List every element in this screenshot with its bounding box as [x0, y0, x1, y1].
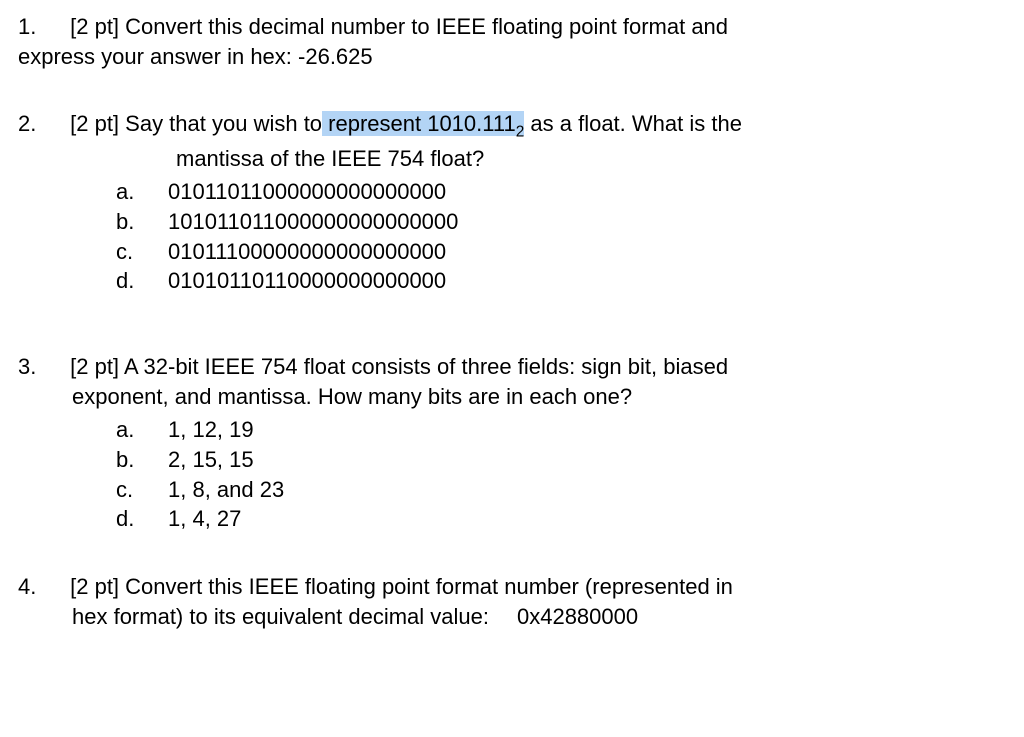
option-letter: d. [116, 504, 168, 534]
q2-highlight-text: represent 1010.111 [322, 111, 516, 136]
q3-line2: exponent, and mantissa. How many bits ar… [18, 382, 1006, 412]
option-letter: c. [116, 237, 168, 267]
question-4: 4. [2 pt] Convert this IEEE floating poi… [18, 572, 1006, 631]
q2-subscript: 2 [516, 124, 525, 141]
option-text: 1, 8, and 23 [168, 477, 284, 502]
option-text: 1, 4, 27 [168, 506, 241, 531]
q2-line2: mantissa of the IEEE 754 float? [18, 144, 1006, 174]
q2-option-d: d.01010110110000000000000 [18, 266, 1006, 296]
q2-line1: 2. [2 pt] Say that you wish to represent… [18, 109, 1006, 143]
q4-number: 4. [18, 572, 64, 602]
q1-line1: 1. [2 pt] Convert this decimal number to… [18, 12, 1006, 42]
option-letter: b. [116, 207, 168, 237]
option-text: 01011100000000000000000 [168, 239, 446, 264]
q3-options: a.1, 12, 19 b.2, 15, 15 c.1, 8, and 23 d… [18, 415, 1006, 534]
option-text: 101011011000000000000000 [168, 209, 458, 234]
option-letter: a. [116, 177, 168, 207]
q3-number: 3. [18, 352, 64, 382]
q2-options: a.01011011000000000000000 b.101011011000… [18, 177, 1006, 296]
q3-points: [2 pt] [70, 354, 119, 379]
q4-points: [2 pt] [70, 574, 119, 599]
q3-line1: 3. [2 pt] A 32-bit IEEE 754 float consis… [18, 352, 1006, 382]
option-text: 01010110110000000000000 [168, 268, 446, 293]
option-letter: a. [116, 415, 168, 445]
q3-option-d: d.1, 4, 27 [18, 504, 1006, 534]
q3-option-a: a.1, 12, 19 [18, 415, 1006, 445]
question-1: 1. [2 pt] Convert this decimal number to… [18, 12, 1006, 71]
q2-highlight[interactable]: represent 1010.1112 [322, 111, 524, 136]
q2-post: as a float. What is the [524, 111, 742, 136]
q3-option-c: c.1, 8, and 23 [18, 475, 1006, 505]
option-text: 2, 15, 15 [168, 447, 254, 472]
option-letter: c. [116, 475, 168, 505]
q4-line1: 4. [2 pt] Convert this IEEE floating poi… [18, 572, 1006, 602]
question-2: 2. [2 pt] Say that you wish to represent… [18, 109, 1006, 296]
option-letter: d. [116, 266, 168, 296]
option-text: 01011011000000000000000 [168, 179, 446, 204]
option-text: 1, 12, 19 [168, 417, 254, 442]
q2-option-b: b.101011011000000000000000 [18, 207, 1006, 237]
q1-line2: express your answer in hex: -26.625 [18, 42, 1006, 72]
q2-number: 2. [18, 109, 64, 139]
q3-prompt-a: A 32-bit IEEE 754 float consists of thre… [119, 354, 728, 379]
q4-prompt-a: Convert this IEEE floating point format … [119, 574, 733, 599]
q2-pre: Say that you wish to [119, 111, 322, 136]
q2-option-c: c.01011100000000000000000 [18, 237, 1006, 267]
q1-prompt-a: Convert this decimal number to IEEE floa… [119, 14, 728, 39]
question-3: 3. [2 pt] A 32-bit IEEE 754 float consis… [18, 352, 1006, 534]
q2-points: [2 pt] [70, 111, 119, 136]
q3-option-b: b.2, 15, 15 [18, 445, 1006, 475]
q4-prompt-b: hex format) to its equivalent decimal va… [72, 604, 489, 629]
q4-hex: 0x42880000 [517, 604, 638, 629]
q1-points: [2 pt] [70, 14, 119, 39]
q1-number: 1. [18, 12, 64, 42]
q4-line2: hex format) to its equivalent decimal va… [18, 602, 1006, 632]
option-letter: b. [116, 445, 168, 475]
q2-option-a: a.01011011000000000000000 [18, 177, 1006, 207]
